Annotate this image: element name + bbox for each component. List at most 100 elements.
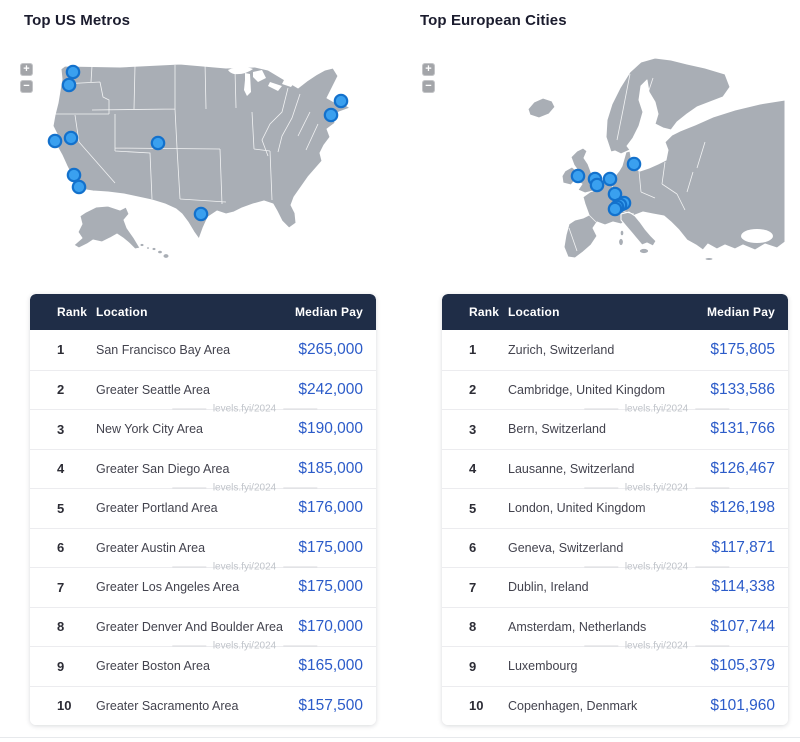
cell-rank: 9: [469, 658, 477, 674]
cell-location: Copenhagen, Denmark: [508, 698, 638, 713]
cell-rank: 1: [57, 342, 65, 358]
map-marker-geneva[interactable]: [607, 201, 623, 217]
map-marker-los-angeles[interactable]: [66, 167, 82, 183]
map-marker-portland[interactable]: [61, 77, 77, 93]
map-marker-san-francisco[interactable]: [47, 133, 63, 149]
map-marker-seattle[interactable]: [65, 64, 81, 80]
cell-rank: 8: [469, 619, 477, 635]
table-row: 7 Greater Los Angeles Area $175,000: [30, 567, 376, 607]
cell-location: Geneva, Switzerland: [508, 540, 624, 555]
page: Top US Metros + −: [0, 0, 800, 725]
map-marker-sacramento[interactable]: [63, 130, 79, 146]
cell-location: Greater Sacramento Area: [96, 698, 239, 713]
iceland: [527, 97, 556, 119]
map-marker-copenhagen[interactable]: [626, 156, 642, 172]
cell-pay: $114,338: [711, 578, 776, 596]
cell-pay: $175,000: [298, 578, 363, 596]
cell-pay: $117,871: [711, 538, 776, 556]
cell-rank: 7: [57, 579, 65, 595]
table-row: 3 Bern, Switzerland $131,766: [442, 409, 788, 449]
us-table-header: Rank Location Median Pay: [30, 294, 376, 330]
cell-pay: $170,000: [298, 617, 363, 635]
europe-map[interactable]: [425, 52, 785, 284]
cell-location: Greater San Diego Area: [96, 461, 230, 476]
cell-rank: 2: [469, 382, 477, 398]
map-marker-amsterdam[interactable]: [602, 171, 618, 187]
black-sea: [741, 229, 773, 243]
zoom-out-button[interactable]: −: [20, 80, 33, 93]
us-landmass: [52, 61, 351, 259]
panel-us: Top US Metros + −: [0, 0, 400, 725]
cell-rank: 8: [57, 619, 65, 635]
cell-location: Greater Seattle Area: [96, 382, 210, 397]
cell-pay: $175,000: [298, 538, 363, 556]
map-marker-dublin[interactable]: [570, 168, 586, 184]
header-rank: Rank: [469, 305, 500, 319]
europe-map-container: + −: [400, 52, 800, 284]
zoom-in-button[interactable]: +: [422, 63, 435, 76]
map-marker-new-york[interactable]: [323, 107, 339, 123]
table-row: 8 Greater Denver And Boulder Area $170,000: [30, 606, 376, 646]
sicily: [638, 247, 650, 255]
cell-rank: 7: [469, 579, 477, 595]
map-marker-austin[interactable]: [193, 206, 209, 222]
table-row: 10 Copenhagen, Denmark $101,960: [442, 685, 788, 725]
cell-rank: 10: [57, 698, 72, 714]
cell-pay: $105,379: [710, 657, 775, 675]
cell-pay: $107,744: [710, 617, 775, 635]
cell-pay: $133,586: [710, 380, 775, 398]
cell-location: Cambridge, United Kingdom: [508, 382, 666, 397]
map-marker-london[interactable]: [589, 177, 605, 193]
cell-rank: 9: [57, 658, 65, 674]
cell-rank: 4: [57, 461, 65, 477]
cell-location: Greater Boston Area: [96, 659, 210, 674]
corsica: [619, 229, 625, 237]
europe-table: Rank Location Median Pay 1 Zurich, Switze…: [442, 294, 788, 725]
cell-location: Bern, Switzerland: [508, 422, 606, 437]
table-row: 4 Greater San Diego Area $185,000: [30, 448, 376, 488]
zoom-in-button[interactable]: +: [20, 63, 33, 76]
header-median-pay: Median Pay: [294, 305, 363, 319]
cell-pay: $165,000: [298, 657, 363, 675]
table-row: 2 Greater Seattle Area $242,000: [30, 369, 376, 409]
cell-location: Greater Denver And Boulder Area: [96, 619, 283, 634]
europe-map-zoom-controls: + −: [422, 63, 435, 93]
cell-location: Greater Portland Area: [96, 501, 218, 516]
table-row: 1 Zurich, Switzerland $175,805: [442, 330, 788, 370]
cell-pay: $157,500: [298, 696, 363, 714]
cell-pay: $175,805: [710, 340, 775, 358]
cell-pay: $190,000: [298, 420, 363, 438]
cell-pay: $101,960: [710, 696, 775, 714]
cell-rank: 10: [469, 698, 484, 714]
cell-location: New York City Area: [96, 422, 203, 437]
us-map-container: + −: [0, 52, 400, 284]
map-marker-denver[interactable]: [150, 135, 166, 151]
table-row: 8 Amsterdam, Netherlands $107,744: [442, 606, 788, 646]
us-markers-layer: [47, 64, 349, 222]
cell-location: Dublin, Ireland: [508, 580, 589, 595]
cell-pay: $265,000: [298, 340, 363, 358]
header-median-pay: Median Pay: [706, 305, 775, 319]
europe-landmass: [527, 57, 785, 261]
cell-location: Greater Austin Area: [96, 540, 206, 555]
europe-markers-layer: [570, 156, 642, 217]
cell-rank: 4: [469, 461, 477, 477]
hawaii-islands: [139, 242, 170, 259]
table-row: 4 Lausanne, Switzerland $126,467: [442, 448, 788, 488]
us-map[interactable]: [30, 52, 380, 284]
country-borders: [568, 73, 706, 252]
map-marker-san-diego[interactable]: [71, 179, 87, 195]
cell-pay: $242,000: [298, 380, 363, 398]
cell-rank: 5: [469, 500, 477, 516]
section-divider: [0, 737, 800, 738]
crete: [704, 257, 714, 261]
zoom-out-button[interactable]: −: [422, 80, 435, 93]
table-row: 5 London, United Kingdom $126,198: [442, 488, 788, 528]
page-title-us: Top US Metros: [24, 12, 131, 29]
cell-rank: 3: [57, 421, 65, 437]
map-marker-boston[interactable]: [333, 93, 349, 109]
us-table: Rank Location Median Pay 1 San Francisco …: [30, 294, 376, 725]
cell-location: Greater Los Angeles Area: [96, 580, 240, 595]
alaska: [73, 205, 141, 250]
sardinia: [618, 237, 624, 247]
